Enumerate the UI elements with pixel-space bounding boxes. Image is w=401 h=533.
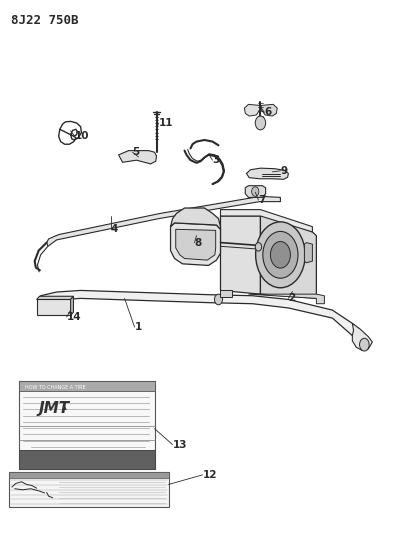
Circle shape [255,116,265,130]
Polygon shape [245,185,265,197]
Polygon shape [261,104,277,116]
Bar [9,472,168,507]
Circle shape [270,241,290,268]
Polygon shape [245,104,259,116]
Bar [9,472,168,478]
Text: 6: 6 [264,107,272,117]
Bar [19,381,154,469]
Text: 1: 1 [135,322,142,332]
Text: 12: 12 [203,470,217,480]
Text: 7: 7 [258,195,266,205]
Bar [19,381,154,391]
Circle shape [215,294,223,305]
Polygon shape [304,243,312,263]
Circle shape [256,222,305,288]
Text: HOW TO CHANGE A TIRE: HOW TO CHANGE A TIRE [25,385,85,390]
Text: JMT: JMT [38,401,70,416]
Circle shape [263,231,298,278]
Polygon shape [47,196,280,246]
Polygon shape [36,296,73,300]
Bar [19,450,154,469]
Polygon shape [352,324,373,351]
Polygon shape [170,208,221,229]
Text: 3: 3 [213,155,220,165]
Text: 8: 8 [194,238,202,247]
Text: 8J22 750B: 8J22 750B [11,14,78,27]
Text: 11: 11 [158,118,173,128]
Polygon shape [260,213,316,298]
Text: 13: 13 [172,440,187,450]
Polygon shape [221,290,233,297]
Text: $\blacktriangle$: $\blacktriangle$ [61,402,68,413]
Polygon shape [119,151,156,164]
Polygon shape [176,229,216,260]
Text: 5: 5 [133,147,140,157]
Polygon shape [71,296,73,316]
Circle shape [255,243,261,251]
Polygon shape [221,209,312,232]
Polygon shape [170,223,221,265]
Text: 4: 4 [111,224,118,235]
Polygon shape [36,300,71,316]
Text: 14: 14 [67,312,81,322]
Text: 10: 10 [75,131,89,141]
Text: 9: 9 [280,166,288,176]
Polygon shape [249,294,324,304]
Circle shape [252,187,259,196]
Circle shape [360,338,369,351]
Text: 2: 2 [288,293,296,303]
Polygon shape [247,168,288,179]
Polygon shape [221,216,260,294]
Polygon shape [41,290,360,336]
